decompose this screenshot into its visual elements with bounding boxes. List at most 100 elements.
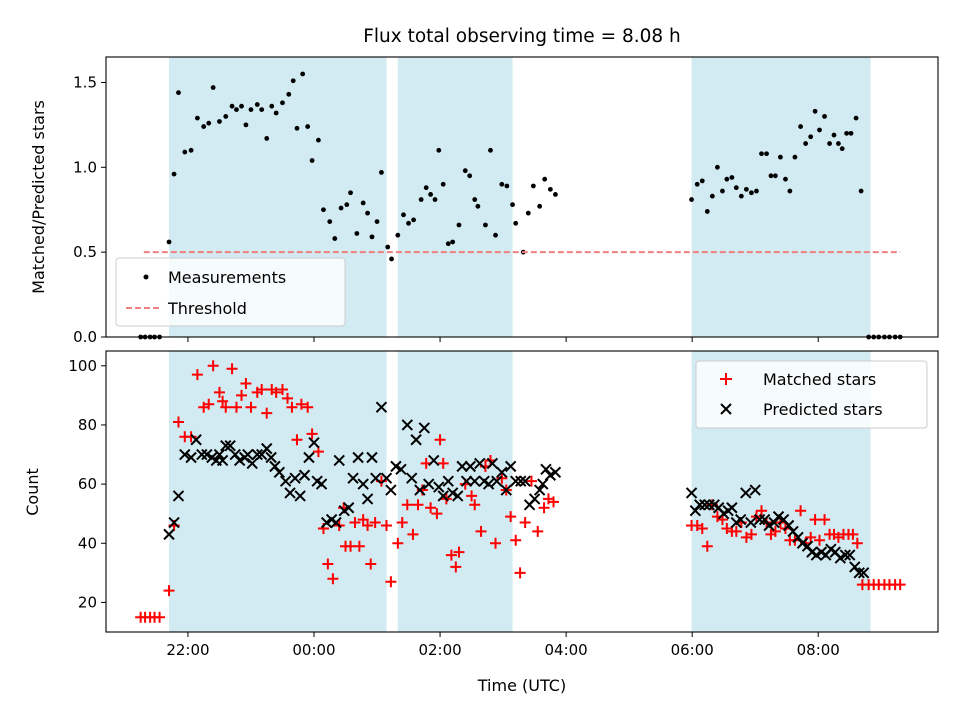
predicted-stars-point-80 (528, 493, 541, 505)
predicted-stars-point-46 (370, 472, 382, 484)
matched-stars-point-20 (236, 389, 248, 401)
measurements-point-26 (273, 110, 279, 116)
measurements-point-86 (720, 188, 725, 194)
matched-stars-point-16 (217, 395, 229, 407)
predicted-stars-point-66 (464, 460, 477, 473)
predicted-stars-point-74 (500, 484, 512, 496)
chart-title: Flux total observing time = 8.08 h (363, 26, 681, 47)
predicted-stars-point-2 (168, 516, 180, 529)
measurements-point-77 (542, 176, 548, 182)
predicted-stars-point-1 (163, 528, 175, 541)
predicted-stars-point-22 (261, 442, 273, 455)
measurements-point-29 (290, 78, 296, 84)
top-legend-box (115, 257, 346, 327)
shaded-interval-3 (691, 57, 871, 337)
top-panel-ylabel: Matched/Predicted stars (29, 100, 48, 294)
bottom-legend-box (695, 360, 928, 429)
predicted-stars-point-77 (515, 475, 527, 487)
measurements-point-25 (269, 103, 275, 109)
measurements-point-101 (792, 154, 798, 160)
matched-stars-point-47 (365, 558, 377, 570)
matched-stars-point-127 (894, 579, 906, 591)
legend-label-matched: Matched stars (763, 370, 876, 389)
measurements-point-31 (300, 71, 306, 77)
top-panel: 0.0 0.5 1.0 1.5 Matched/Predicted stars Mea… (29, 56, 939, 346)
predicted-stars-point-12 (216, 454, 229, 467)
matched-stars-point-80 (525, 475, 537, 487)
matched-stars-point-25 (261, 407, 273, 419)
measurements-point-11 (194, 115, 200, 121)
matched-stars-point-76 (505, 511, 517, 523)
predicted-stars-point-41 (347, 472, 359, 484)
predicted-stars-point-26 (279, 475, 292, 487)
measurements-point-94 (759, 151, 764, 157)
measurements-point-67 (488, 147, 493, 153)
legend-label-threshold: Threshold (167, 299, 247, 318)
predicted-stars-point-56 (418, 422, 431, 434)
measurements-point-85 (714, 164, 720, 170)
predicted-stars-point-99 (745, 516, 757, 529)
predicted-stars-point-76 (509, 475, 522, 487)
measurements-point-8 (176, 90, 181, 96)
shaded-interval-2 (397, 57, 513, 337)
predicted-stars-point-53 (405, 472, 418, 484)
xtick-label: 02:00 (418, 641, 461, 659)
predicted-stars-point-57 (423, 478, 435, 490)
predicted-stars-point-24 (269, 460, 281, 473)
measurements-point-80 (689, 197, 694, 202)
xtick-label: 08:00 (797, 641, 840, 659)
measurements-point-82 (699, 178, 705, 184)
ytick-label: 80 (78, 416, 97, 434)
bottom-panel-ylabel: Count (23, 468, 42, 516)
legend-label-measurements: Measurements (168, 268, 286, 287)
predicted-stars-point-101 (753, 513, 766, 526)
measurements-point-32 (305, 124, 311, 129)
measurements-point-28 (286, 91, 292, 97)
predicted-stars-point-14 (224, 439, 236, 452)
predicted-stars-point-123 (857, 567, 870, 579)
matched-stars-point-111 (814, 534, 826, 546)
measurements-point-89 (733, 185, 739, 191)
predicted-stars-point-104 (768, 516, 780, 529)
predicted-stars-point-5 (185, 451, 197, 464)
measurements-point-55 (428, 192, 434, 197)
measurements-point-37 (332, 236, 338, 241)
measurements-point-81 (694, 181, 700, 187)
matched-stars-point-19 (230, 401, 242, 413)
measurements-point-58 (440, 181, 446, 187)
measurements-point-24 (264, 136, 270, 141)
measurements-point-50 (401, 212, 406, 218)
predicted-stars-point-29 (294, 490, 306, 502)
matched-stars-point-112 (819, 514, 831, 526)
predicted-stars-point-61 (442, 475, 454, 487)
ytick-label: 20 (78, 593, 97, 611)
matched-stars-point-70 (475, 525, 487, 537)
matched-stars-point-18 (226, 363, 238, 375)
matched-stars-point-73 (490, 537, 502, 549)
measurements-point-74 (525, 210, 531, 216)
measurements-point-103 (803, 141, 809, 146)
predicted-stars-point-67 (469, 475, 481, 487)
measurements-point-23 (259, 107, 265, 113)
matched-stars-point-10 (185, 431, 197, 443)
predicted-stars-point-100 (749, 484, 761, 496)
measurements-point-87 (724, 176, 730, 182)
measurements-point-72 (513, 220, 519, 226)
measurements-point-105 (812, 108, 818, 114)
measurements-point-97 (772, 173, 778, 179)
measurements-point-66 (483, 222, 488, 228)
predicted-stars-point-81 (533, 484, 546, 496)
matched-stars-point-46 (362, 520, 374, 532)
measurements-point-90 (738, 193, 744, 199)
matched-stars-point-88 (701, 540, 713, 552)
measurements-point-99 (783, 176, 788, 182)
measurements-point-33 (309, 158, 315, 163)
predicted-stars-point-40 (342, 502, 355, 514)
matched-stars-point-78 (514, 567, 526, 579)
matched-stars-point-102 (769, 525, 781, 537)
predicted-stars-point-85 (549, 466, 562, 478)
predicted-stars-point-95 (726, 502, 738, 514)
predicted-stars-point-34 (315, 478, 328, 490)
matched-stars-point-21 (240, 378, 252, 390)
